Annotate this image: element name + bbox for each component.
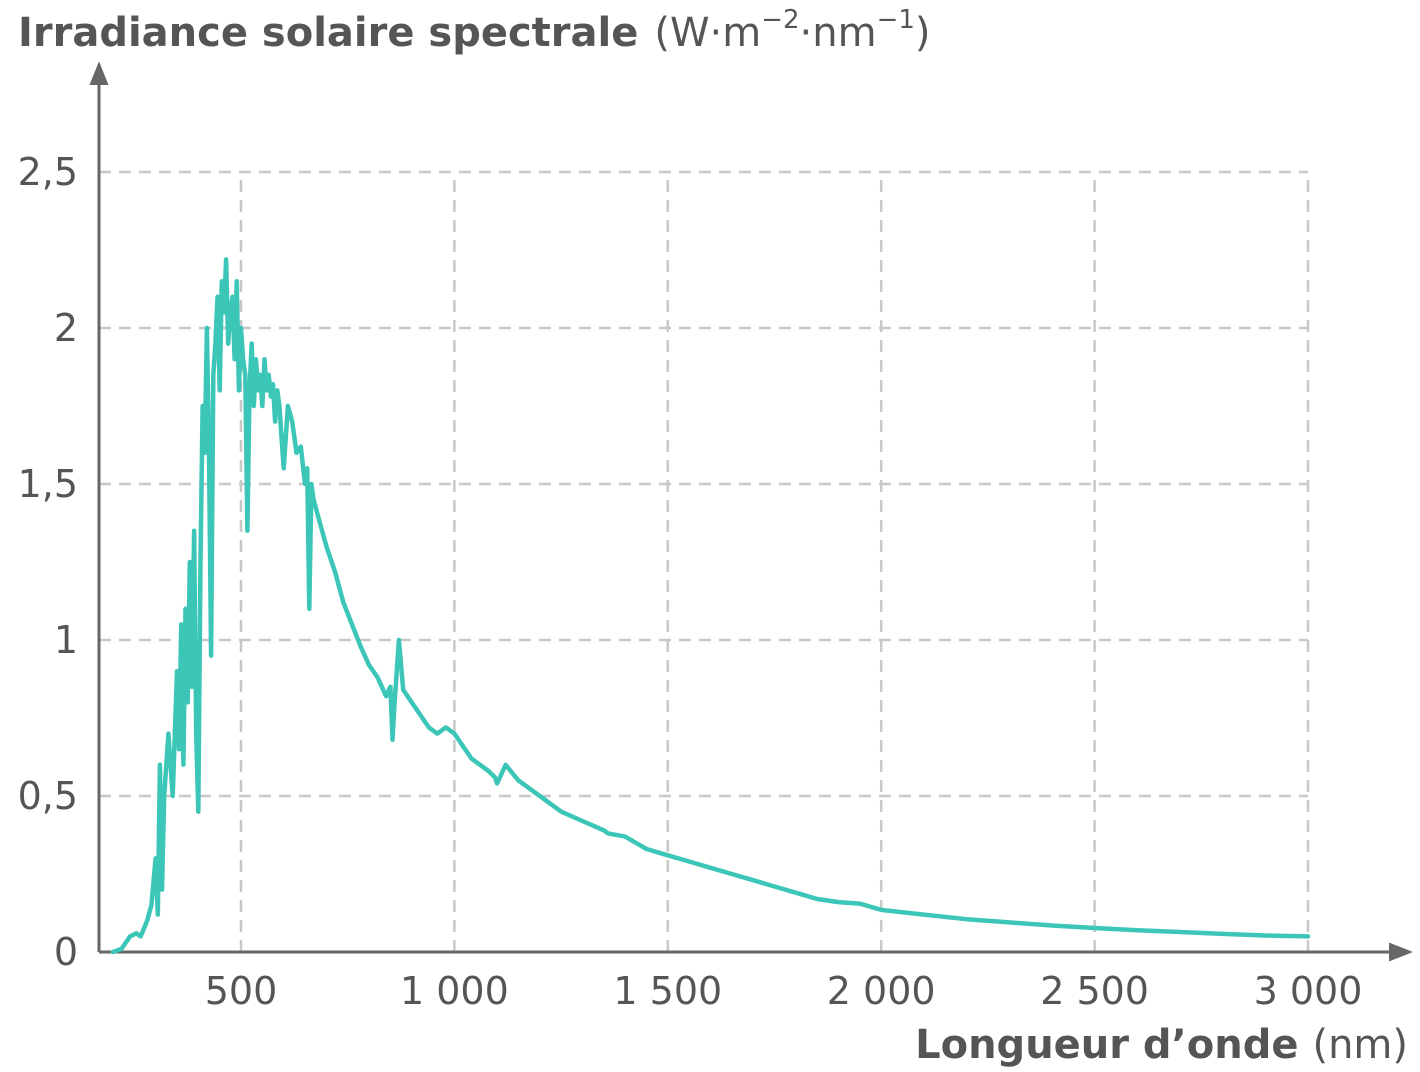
x-tick-label-1: 1 000 bbox=[400, 969, 509, 1013]
y-axis-title-text: Irradiance solaire spectrale bbox=[18, 10, 638, 56]
x-tick-label-3: 2 000 bbox=[827, 969, 936, 1013]
y-unit-part-1: W·m bbox=[670, 10, 761, 56]
x-tick-label-5: 3 000 bbox=[1254, 969, 1363, 1013]
y-tick-label-1: 0,5 bbox=[18, 774, 78, 818]
y-axis-title: Irradiance solaire spectrale (W·m−2·nm−1… bbox=[18, 5, 931, 56]
y-tick-label-4: 2 bbox=[54, 306, 78, 350]
y-unit-part-2: ·nm bbox=[800, 10, 877, 56]
y-tick-labels: 0 0,5 1 1,5 2 2,5 bbox=[18, 150, 78, 974]
y-tick-label-2: 1 bbox=[54, 618, 78, 662]
x-axis-title: Longueur d’onde (nm) bbox=[915, 1022, 1408, 1068]
irradiance-series-line bbox=[110, 257, 1311, 955]
y-tick-label-5: 2,5 bbox=[18, 150, 78, 194]
x-tick-labels: 500 1 000 1 500 2 000 2 500 3 000 bbox=[205, 969, 1363, 1013]
y-tick-label-0: 0 bbox=[54, 930, 78, 974]
x-tick-label-4: 2 500 bbox=[1040, 969, 1149, 1013]
y-unit-sup-1: −2 bbox=[761, 5, 799, 35]
x-axis-unit: (nm) bbox=[1312, 1022, 1408, 1068]
grid bbox=[99, 170, 1310, 952]
y-tick-label-3: 1,5 bbox=[18, 462, 78, 506]
x-tick-label-0: 500 bbox=[205, 969, 278, 1013]
x-axis-title-text: Longueur d’onde bbox=[915, 1022, 1298, 1068]
x-tick-label-2: 1 500 bbox=[613, 969, 722, 1013]
y-unit-sup-2: −1 bbox=[877, 5, 915, 35]
